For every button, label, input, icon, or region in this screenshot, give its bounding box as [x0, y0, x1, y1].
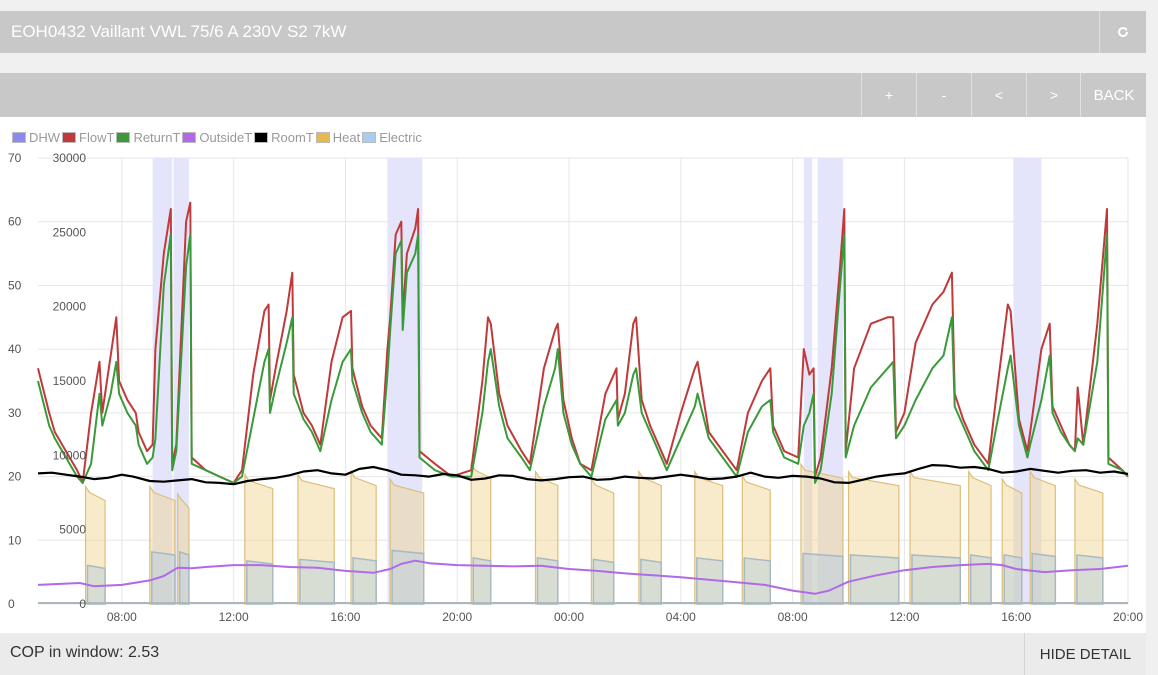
electric-area — [391, 549, 425, 605]
x-tick-label: 08:00 — [778, 610, 808, 624]
series-line-roomt — [37, 464, 1129, 486]
electric-area — [1031, 552, 1057, 605]
electric-area — [969, 554, 992, 605]
legend-swatch — [362, 132, 377, 143]
legend-swatch — [315, 132, 330, 143]
legend-label: OutsideT — [199, 130, 253, 145]
legend-item[interactable]: ReturnT — [116, 130, 180, 145]
y-left-tick-label: 40 — [8, 342, 22, 356]
zoom-out-button[interactable]: - — [916, 73, 971, 117]
title-bar: EOH0432 Vaillant VWL 75/6 A 230V S2 7kW — [0, 11, 1146, 53]
legend-item[interactable]: RoomT — [254, 130, 314, 145]
legend-item[interactable]: DHW — [12, 130, 60, 145]
cop-label: COP in window: — [10, 644, 124, 661]
chart-panel: 0 10 20 30 40 50 60 70 0 5000 10000 15000 20000 25000… — [0, 117, 1146, 633]
y-left-tick-label: 10 — [8, 533, 22, 547]
y-right-tick-label: 15000 — [53, 374, 87, 388]
y-right-tick-label: 5000 — [59, 523, 86, 537]
pan-left-button[interactable]: < — [971, 73, 1026, 117]
legend-label: FlowT — [79, 130, 115, 145]
zoom-in-button[interactable]: + — [861, 73, 916, 117]
legend-item[interactable]: OutsideT — [182, 130, 252, 145]
y-right-tick-label: 25000 — [53, 225, 87, 239]
x-tick-label: 20:00 — [442, 610, 472, 624]
electric-area — [1003, 554, 1023, 605]
chart[interactable]: 0 10 20 30 40 50 60 70 0 5000 10000 15000 20000 25000… — [0, 117, 1146, 633]
x-tick-label: 16:00 — [330, 610, 360, 624]
legend-swatch — [116, 132, 131, 143]
legend-label: ReturnT — [133, 130, 181, 145]
page-title: EOH0432 Vaillant VWL 75/6 A 230V S2 7kW — [11, 22, 347, 41]
electric-area — [299, 558, 336, 605]
y-left-tick-label: 0 — [8, 597, 15, 611]
hide-detail-button[interactable]: HIDE DETAIL — [1024, 633, 1146, 675]
y-right-tick-label: 0 — [79, 597, 86, 611]
back-button[interactable]: BACK — [1080, 73, 1147, 117]
dhw-period — [152, 158, 173, 604]
x-tick-label: 04:00 — [666, 610, 696, 624]
series-line-outsidet — [37, 559, 1129, 595]
legend-item[interactable]: Electric — [362, 130, 422, 145]
electric-area — [178, 550, 190, 605]
legend-swatch — [254, 132, 269, 143]
y-right-tick-label: 20000 — [53, 300, 87, 314]
legend-label: Heat — [332, 130, 361, 145]
electric-area — [743, 557, 772, 605]
series-line-returnt — [37, 233, 1129, 484]
x-tick-label: 16:00 — [1001, 610, 1031, 624]
legend-item[interactable]: Heat — [315, 130, 361, 145]
y-left-tick-label: 50 — [8, 278, 22, 292]
y-left-tick-label: 20 — [8, 470, 22, 484]
y-left-tick-label: 60 — [8, 215, 22, 229]
x-tick-label: 12:00 — [889, 610, 919, 624]
legend-swatch — [12, 132, 26, 143]
electric-area — [592, 558, 615, 605]
electric-area — [640, 558, 663, 605]
electric-area — [802, 552, 844, 605]
y-right-tick-label: 30000 — [53, 151, 87, 165]
chart-legend: DHW FlowT ReturnT OutsideT RoomT Heat Electric — [12, 130, 424, 145]
legend-swatch — [62, 132, 77, 143]
refresh-icon — [1118, 27, 1129, 38]
legend-label: DHW — [29, 130, 61, 145]
electric-area — [911, 554, 962, 605]
y-left-tick-label: 70 — [8, 151, 22, 165]
electric-area — [352, 557, 377, 605]
cop-value: 2.53 — [127, 644, 160, 661]
x-tick-label: 00:00 — [554, 610, 584, 624]
y-left-tick-label: 30 — [8, 406, 22, 420]
dhw-period — [387, 158, 423, 604]
footer-bar: COP in window: 2.53 HIDE DETAIL — [0, 633, 1146, 675]
legend-item[interactable]: FlowT — [62, 130, 114, 145]
electric-area — [246, 560, 274, 605]
chart-toolbar: + - < > BACK — [0, 73, 1146, 117]
legend-label: RoomT — [271, 130, 314, 145]
legend-label: Electric — [379, 130, 422, 145]
cop-readout: COP in window: 2.53 — [10, 644, 159, 662]
pan-right-button[interactable]: > — [1026, 73, 1081, 117]
x-tick-label: 12:00 — [219, 610, 249, 624]
x-tick-label: 08:00 — [107, 610, 137, 624]
series-line-flowt — [37, 201, 1129, 484]
refresh-button[interactable] — [1099, 11, 1146, 53]
x-tick-label: 20:00 — [1113, 610, 1143, 624]
y-right-tick-label: 10000 — [53, 448, 87, 462]
electric-area — [1076, 554, 1104, 605]
dhw-period — [803, 158, 813, 604]
legend-swatch — [182, 132, 197, 143]
